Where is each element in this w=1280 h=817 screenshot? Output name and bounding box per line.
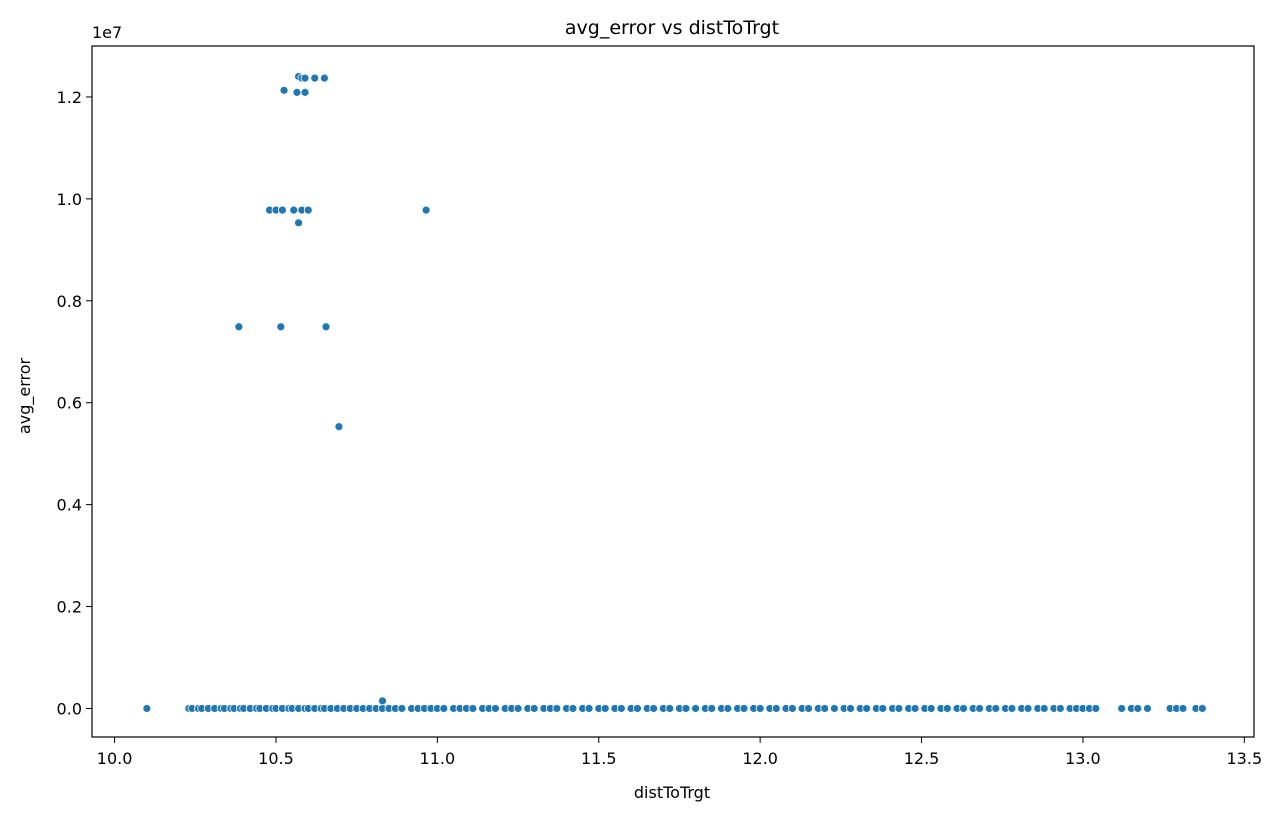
data-point [723, 704, 733, 713]
data-point [334, 422, 344, 432]
data-point [681, 704, 691, 713]
data-point [468, 704, 478, 713]
y-axis-ticks: 0.0 0.2 0.4 0.6 0.8 1.0 1.2 [57, 88, 92, 718]
x-axis-label: distToTrgt [634, 783, 710, 802]
y-tick-label: 0.2 [57, 598, 82, 617]
data-point [584, 704, 594, 713]
data-point [862, 704, 872, 713]
data-point [397, 704, 407, 713]
data-point [894, 704, 904, 713]
data-point [292, 87, 302, 97]
data-point [491, 704, 500, 713]
data-point [289, 205, 299, 215]
data-point [771, 704, 781, 713]
data-point [1197, 704, 1207, 713]
data-point [926, 704, 936, 713]
data-point [846, 704, 855, 713]
data-point [616, 704, 626, 713]
data-point [1055, 704, 1065, 713]
data-point [1007, 704, 1017, 713]
data-point [378, 696, 387, 706]
data-point [600, 704, 610, 713]
data-point [303, 205, 313, 215]
data-point [959, 704, 968, 713]
data-point [1143, 704, 1152, 713]
y-tick-label: 0.0 [57, 699, 82, 718]
data-point [421, 205, 431, 215]
data-point [691, 704, 700, 713]
x-tick-label: 11.0 [420, 749, 456, 768]
x-tick-label: 10.5 [258, 749, 294, 768]
y-offset-label: 1e7 [92, 23, 122, 42]
data-point [1133, 704, 1143, 713]
data-point [278, 205, 287, 215]
data-point [234, 322, 244, 332]
data-point [1039, 704, 1049, 713]
data-points [142, 72, 1207, 713]
plot-frame [91, 45, 1255, 738]
data-point [513, 704, 523, 713]
data-point [804, 704, 813, 713]
y-axis-label: avg_error [15, 358, 35, 435]
data-point [910, 704, 920, 713]
data-point [942, 704, 952, 713]
data-point [142, 704, 152, 713]
x-tick-label: 12.0 [742, 749, 778, 768]
y-tick-label: 0.4 [57, 496, 82, 515]
data-point [319, 73, 329, 83]
y-tick-label: 0.6 [57, 394, 82, 413]
data-point [975, 704, 985, 713]
data-point [755, 704, 765, 713]
data-point [294, 218, 303, 228]
x-tick-label: 13.0 [1065, 749, 1101, 768]
data-point [649, 704, 659, 713]
data-point [820, 704, 830, 713]
data-point [878, 704, 888, 713]
x-tick-label: 10.0 [97, 749, 133, 768]
data-point [829, 704, 839, 713]
y-tick-label: 1.0 [57, 190, 82, 209]
data-point [300, 87, 310, 97]
data-point [788, 704, 797, 713]
chart-title: avg_error vs distToTrgt [565, 17, 779, 39]
data-point [568, 704, 578, 713]
x-tick-label: 12.5 [904, 749, 940, 768]
data-point [633, 704, 642, 713]
data-point [1178, 704, 1188, 713]
data-point [991, 704, 1001, 713]
data-point [739, 704, 749, 713]
data-point [1117, 704, 1127, 713]
data-point [665, 704, 675, 713]
data-point [310, 73, 320, 83]
data-point [321, 322, 331, 332]
data-point [1023, 704, 1033, 713]
data-point [439, 704, 449, 713]
data-point [1091, 704, 1101, 713]
data-point [276, 322, 286, 332]
x-tick-label: 11.5 [581, 749, 617, 768]
data-point [552, 704, 562, 713]
data-point [707, 704, 717, 713]
data-point [300, 73, 310, 83]
y-tick-label: 1.2 [57, 88, 82, 107]
data-point [529, 704, 539, 713]
x-tick-label: 13.5 [1227, 749, 1263, 768]
x-axis-ticks: 10.0 10.5 11.0 11.5 12.0 12.5 13.0 13.5 [97, 737, 1262, 768]
data-point [279, 85, 289, 95]
y-tick-label: 0.8 [57, 292, 82, 311]
